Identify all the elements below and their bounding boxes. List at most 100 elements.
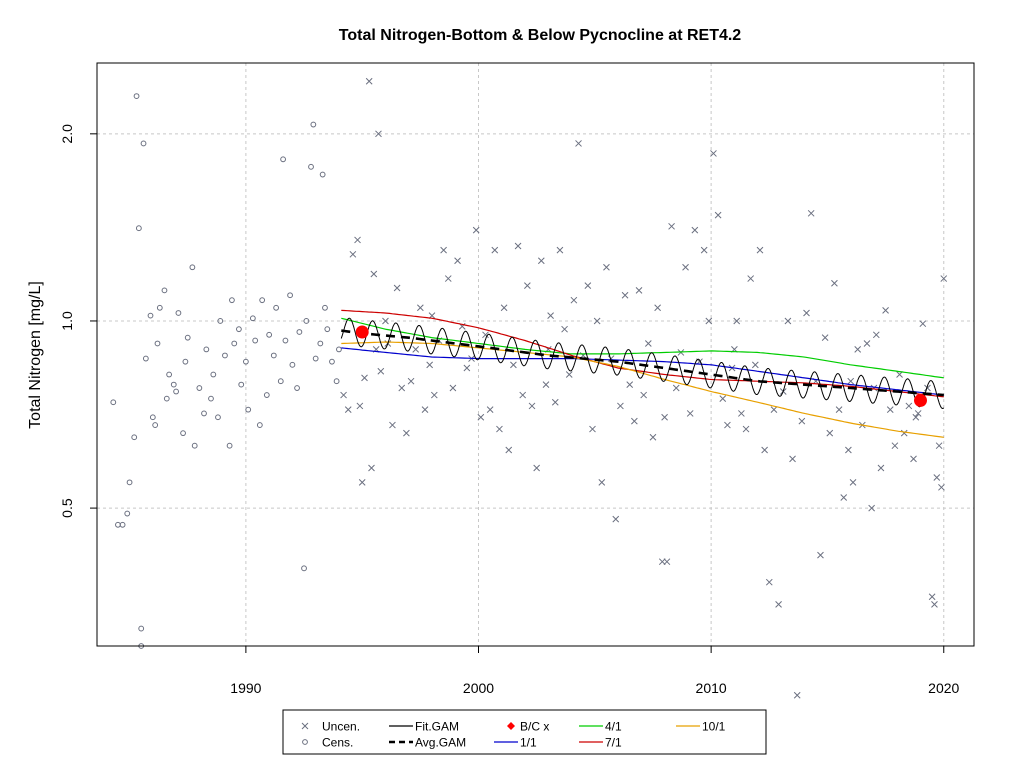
censored-point [222, 352, 228, 359]
uncensored-point [496, 425, 503, 433]
uncensored-point [472, 226, 480, 234]
uncensored-point [882, 307, 889, 314]
uncensored-point [344, 406, 352, 414]
uncensored-point [349, 250, 357, 258]
uncensored-point [340, 391, 347, 399]
uncensored-point [733, 317, 741, 325]
censored-point [210, 371, 217, 378]
censored-point [256, 422, 263, 428]
uncensored-point [500, 304, 508, 312]
censored-point [238, 381, 245, 388]
uncensored-point [640, 391, 648, 399]
uncensored-point [370, 270, 378, 278]
legend-label: 10/1 [702, 720, 726, 734]
uncensored-point [565, 371, 573, 378]
uncensored-point [598, 479, 606, 486]
censored-point [296, 329, 303, 335]
uncensored-point [649, 433, 657, 441]
censored-point [180, 430, 186, 437]
uncensored-point [847, 377, 855, 385]
y-tick-label: 2.0 [59, 124, 75, 144]
censored-point [217, 318, 224, 324]
censored-point [196, 385, 203, 391]
legend-label: 1/1 [520, 736, 537, 750]
uncensored-point [849, 479, 857, 486]
uncensored-point [430, 391, 438, 399]
legend-label: Uncen. [322, 720, 360, 734]
uncensored-point [482, 331, 489, 339]
plot-frame [96, 62, 975, 647]
uncensored-point [868, 504, 875, 512]
uncensored-point [854, 346, 862, 353]
legend-item: 7/1 [579, 736, 622, 750]
uncensored-point [556, 246, 564, 254]
censored-point [119, 521, 126, 528]
censored-point [173, 388, 179, 395]
uncensored-point [835, 406, 843, 414]
bc-markers [355, 325, 927, 407]
censored-point [166, 371, 173, 378]
censored-point [191, 442, 198, 449]
censored-point [147, 312, 154, 319]
uncensored-point [817, 551, 824, 559]
uncensored-point [663, 558, 671, 566]
uncensored-point [368, 464, 375, 472]
uncensored-point [877, 464, 885, 472]
uncensored-point [421, 406, 429, 414]
censored-point [266, 331, 273, 338]
censored-point [126, 479, 133, 486]
uncensored-point [603, 263, 610, 271]
uncensored-point [612, 515, 620, 523]
uncensored-point [751, 361, 759, 369]
uncensored-point [905, 402, 913, 410]
legend-label: 4/1 [605, 720, 622, 734]
censored-point [231, 340, 238, 347]
uncensored-point [505, 446, 513, 454]
legend-label: Fit.GAM [415, 720, 459, 734]
uncensored-point [454, 257, 461, 265]
uncensored-point [710, 150, 717, 157]
uncensored-point [700, 246, 708, 254]
uncensored-point [477, 413, 485, 421]
uncensored-point [924, 384, 931, 392]
uncensored-point [449, 384, 457, 392]
uncensored-point [803, 309, 810, 317]
x-tick-label: 1990 [230, 680, 261, 696]
censored-point [229, 297, 235, 304]
uncensored-point [821, 334, 829, 342]
legend-box [282, 709, 767, 755]
legend-item: Avg.GAM [389, 736, 466, 750]
uncensored-point [784, 317, 792, 325]
uncensored-point [761, 446, 768, 454]
uncensored-point [831, 279, 838, 287]
uncensored-point [365, 77, 373, 85]
uncensored-point [914, 410, 922, 417]
trend-lines [340, 309, 945, 438]
censored-point [322, 304, 328, 311]
uncensored-point [542, 381, 550, 388]
censored-point [312, 355, 319, 362]
uncensored-point [375, 130, 382, 138]
censored-point [182, 358, 189, 365]
censored-point [333, 378, 340, 385]
censored-point [189, 264, 196, 271]
x-tick-label: 2020 [928, 680, 959, 696]
censored-point [280, 156, 287, 163]
uncensored-point [770, 406, 778, 414]
legend-item: 1/1 [494, 736, 537, 750]
uncensored-point [547, 312, 554, 319]
censored-point [301, 565, 307, 572]
censored-point [110, 399, 117, 406]
censored-point [170, 381, 177, 388]
uncensored-point [393, 284, 401, 292]
censored-point [156, 304, 163, 311]
censored-point [184, 334, 191, 341]
uncensored-point [524, 282, 531, 289]
uncensored-point [382, 317, 389, 325]
censored-point [259, 297, 266, 304]
uncensored-point [826, 429, 834, 437]
bc-point [913, 393, 927, 407]
uncensored-point [686, 410, 694, 417]
uncensored-point [491, 246, 499, 254]
